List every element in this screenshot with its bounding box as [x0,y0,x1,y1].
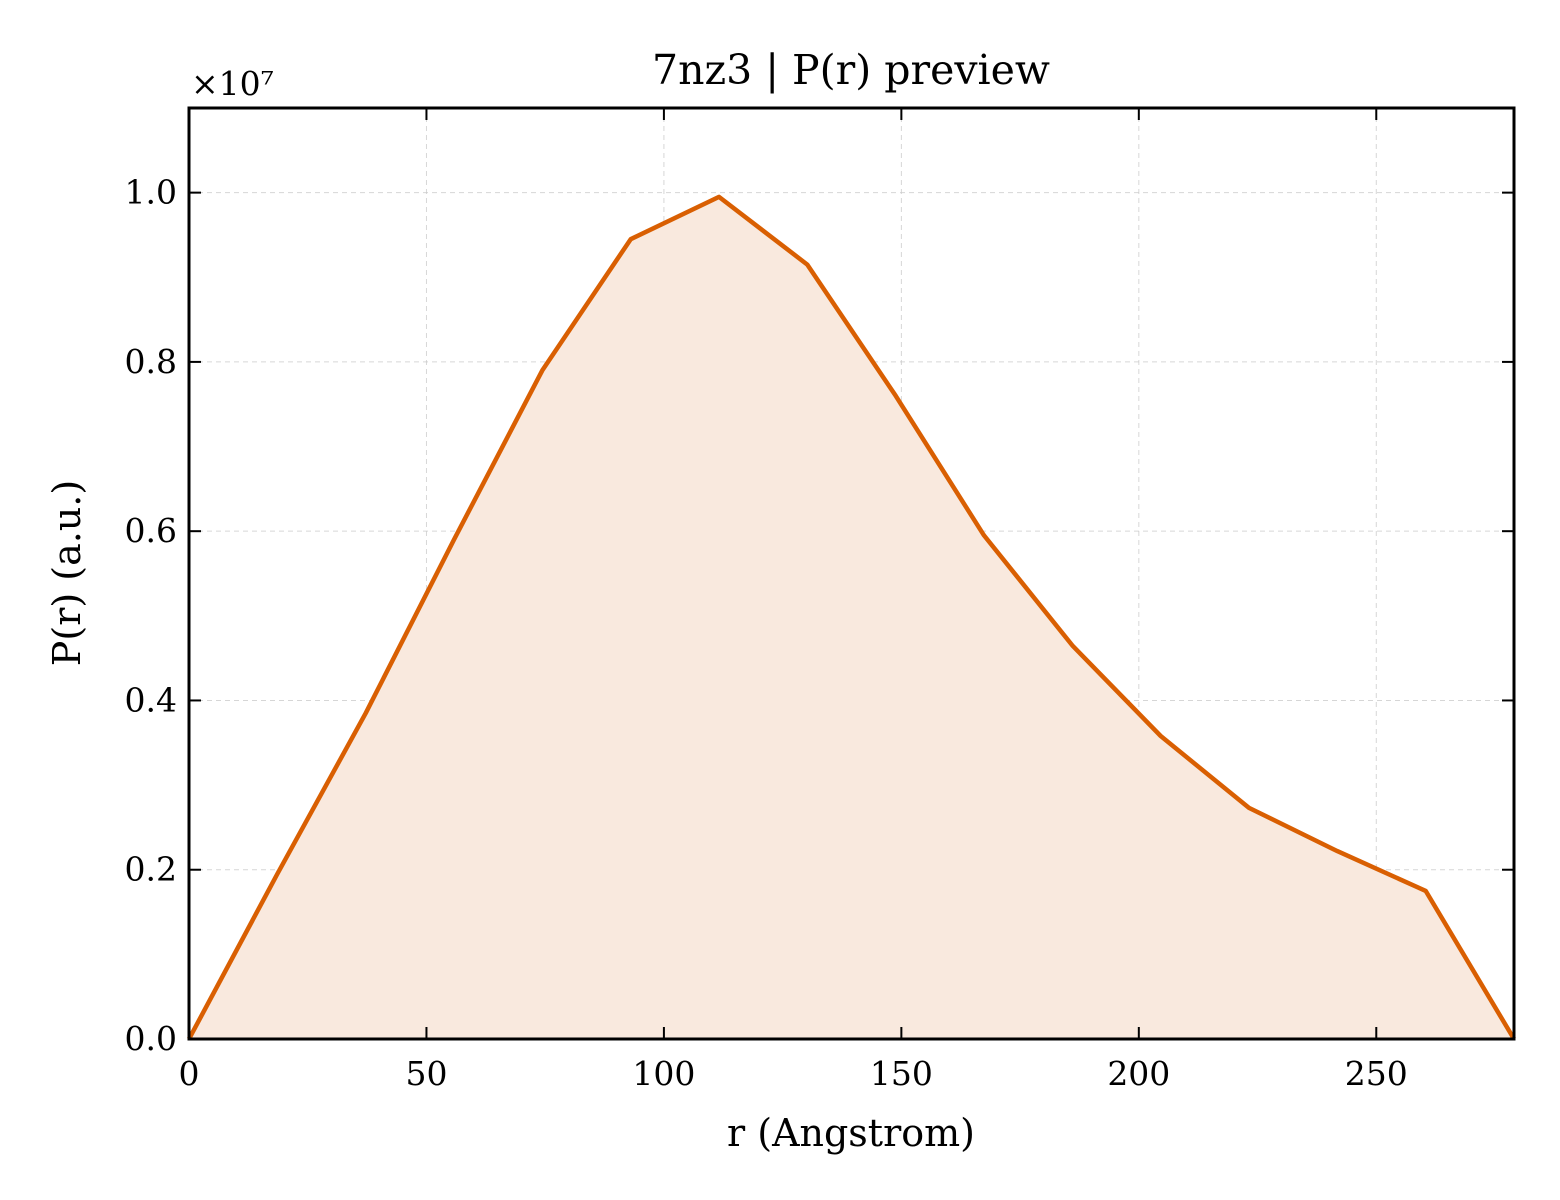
chart-title: 7nz3 | P(r) preview [652,46,1050,94]
x-tick-label: 200 [1107,1054,1170,1093]
x-tick-label: 0 [179,1054,200,1093]
y-tick-label: 0.4 [125,680,177,719]
axis-ticks: 0 50 100 150 200 250 0.0 0.2 0.4 0.6 0.8 1.0 [125,108,1514,1093]
y-offset-label: ×10⁷ [191,64,274,103]
y-tick-label: 0.0 [125,1019,177,1058]
y-tick-label: 0.8 [125,342,177,381]
x-tick-label: 50 [405,1054,447,1093]
y-tick-label: 0.2 [125,850,177,889]
y-tick-label: 1.0 [125,173,177,212]
x-axis-label: r (Angstrom) [727,1111,975,1155]
y-tick-label: 0.6 [125,511,177,550]
area-fill [189,196,1514,1039]
x-tick-label: 150 [870,1054,933,1093]
y-axis-label: P(r) (a.u.) [45,480,89,666]
x-tick-label: 250 [1345,1054,1408,1093]
series-line [187,194,1516,1041]
plot-frame [187,106,1516,1041]
x-tick-label: 100 [632,1054,695,1093]
